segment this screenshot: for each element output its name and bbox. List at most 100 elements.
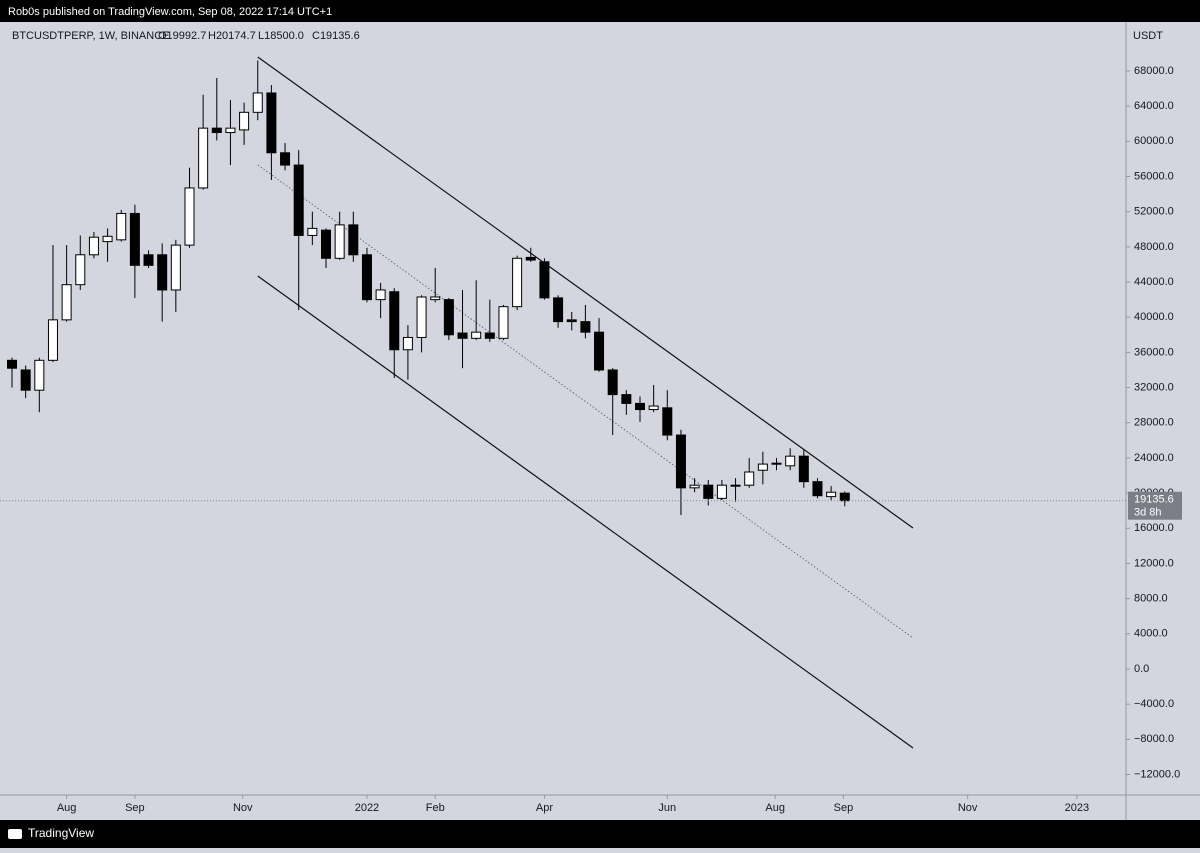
candle-body	[525, 256, 536, 261]
candle-body	[348, 224, 359, 256]
candle-body	[826, 491, 837, 498]
x-tick-label: 2023	[1065, 802, 1089, 814]
candle-body	[484, 332, 495, 339]
candle-body	[102, 235, 113, 243]
candle-body	[34, 359, 45, 391]
candle-body	[430, 296, 441, 301]
candle-body	[198, 127, 209, 189]
candle-body	[129, 212, 140, 266]
candle-body	[512, 257, 523, 308]
countdown: 3d 8h	[1134, 507, 1162, 519]
x-tick-label: Sep	[834, 802, 854, 814]
x-tick-label: Aug	[765, 802, 785, 814]
x-tick-label: Jun	[658, 802, 676, 814]
y-tick-label: 28000.0	[1134, 417, 1174, 429]
ohlc-label: H20174.7	[208, 30, 256, 42]
x-tick-label: Apr	[536, 802, 553, 814]
candle-body	[143, 254, 154, 266]
candle-body	[498, 306, 509, 339]
candle-body	[402, 336, 413, 351]
y-tick-label: −4000.0	[1134, 698, 1174, 710]
candle-body	[20, 369, 31, 391]
y-tick-label: 32000.0	[1134, 381, 1174, 393]
candle-body	[771, 462, 782, 465]
candle-body	[320, 229, 332, 259]
candle-body	[280, 152, 291, 166]
y-tick-label: −8000.0	[1134, 733, 1174, 745]
candle-body	[798, 455, 809, 483]
candle-body	[553, 297, 564, 323]
y-tick-label: 16000.0	[1134, 522, 1174, 534]
candle-body	[389, 291, 400, 351]
y-tick-label: 40000.0	[1134, 311, 1174, 323]
candle-body	[75, 254, 86, 286]
candle-body	[839, 492, 850, 502]
candle-body	[225, 127, 236, 134]
trend-line	[257, 164, 914, 639]
y-tick-label: −12000.0	[1134, 768, 1180, 780]
x-tick-label: Aug	[57, 802, 77, 814]
candle-body	[307, 227, 318, 236]
candle-body	[471, 331, 482, 339]
y-tick-label: 12000.0	[1134, 557, 1174, 569]
candle-body	[675, 434, 686, 489]
y-tick-label: 0.0	[1134, 663, 1149, 675]
candle-body	[703, 484, 714, 499]
y-tick-label: 44000.0	[1134, 276, 1174, 288]
candle-body	[7, 359, 18, 369]
candle-body	[252, 92, 263, 113]
candle-body	[539, 261, 550, 299]
candle-body	[157, 254, 168, 291]
candle-body	[648, 405, 659, 411]
candle-body	[47, 319, 58, 361]
candle-body	[266, 92, 277, 154]
candle-body	[184, 187, 195, 246]
candle-body	[88, 236, 99, 256]
price-label: 19135.6	[1134, 494, 1174, 506]
y-tick-label: 48000.0	[1134, 241, 1174, 253]
candle-body	[689, 484, 700, 489]
price-label-box	[1128, 491, 1182, 520]
trend-line	[257, 56, 914, 529]
brand: TradingView	[28, 826, 94, 840]
x-tick-label: 2022	[355, 802, 379, 814]
candle-body	[61, 284, 72, 321]
y-tick-label: 68000.0	[1134, 65, 1174, 77]
publish-info: Rob0s published on TradingView.com, Sep …	[8, 6, 332, 18]
candle-body	[116, 212, 127, 241]
candle-body	[334, 224, 345, 259]
x-tick-label: Nov	[233, 802, 253, 814]
candle-body	[239, 111, 250, 131]
candle-body	[170, 244, 181, 291]
candle-body	[744, 471, 755, 486]
candle-body	[785, 455, 796, 467]
y-tick-label: 60000.0	[1134, 135, 1174, 147]
y-tick-label: 8000.0	[1134, 593, 1168, 605]
x-tick-label: Sep	[125, 802, 145, 814]
candle-body	[211, 127, 222, 134]
y-tick-label: 4000.0	[1134, 628, 1168, 640]
footer-bar	[0, 820, 1200, 848]
candle-body	[607, 369, 618, 396]
top-bar	[0, 0, 1200, 22]
candle-body	[621, 394, 632, 404]
candle-body	[457, 332, 468, 339]
trend-line	[257, 275, 914, 749]
y-tick-label: 56000.0	[1134, 170, 1174, 182]
candle-body	[634, 402, 646, 411]
candle-body	[416, 296, 427, 338]
candle-body	[757, 463, 768, 471]
candle-body	[375, 289, 386, 301]
x-tick-label: Nov	[958, 802, 978, 814]
logo-icon	[8, 829, 22, 839]
candle-body	[594, 331, 605, 371]
candle-body	[443, 299, 454, 336]
y-tick-label: 24000.0	[1134, 452, 1174, 464]
ohlc-label: C19135.6	[312, 30, 360, 42]
candle-body	[716, 484, 727, 499]
ohlc-label: L18500.0	[258, 30, 304, 42]
candle-body	[566, 319, 577, 323]
candle-body	[812, 481, 823, 497]
